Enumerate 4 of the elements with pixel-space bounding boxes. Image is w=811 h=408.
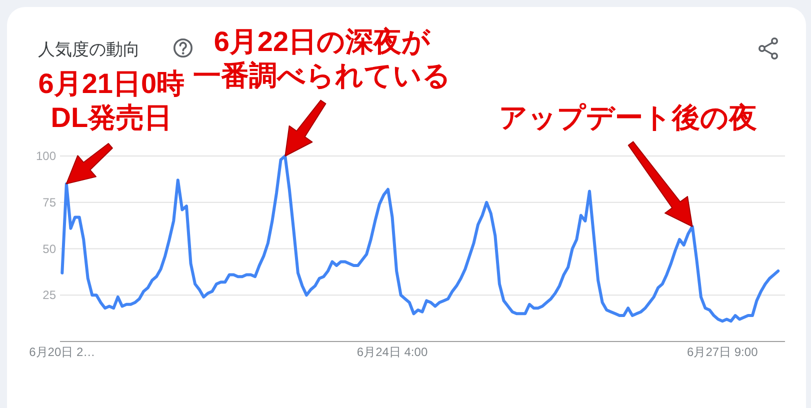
annotation: 6月21日0時DL発売日 [38,68,185,133]
title: 人気度の動向 [38,40,140,59]
annotation: アップデート後の夜 [498,102,757,133]
annotation: 6月22日の深夜が一番調べられている [193,26,452,91]
